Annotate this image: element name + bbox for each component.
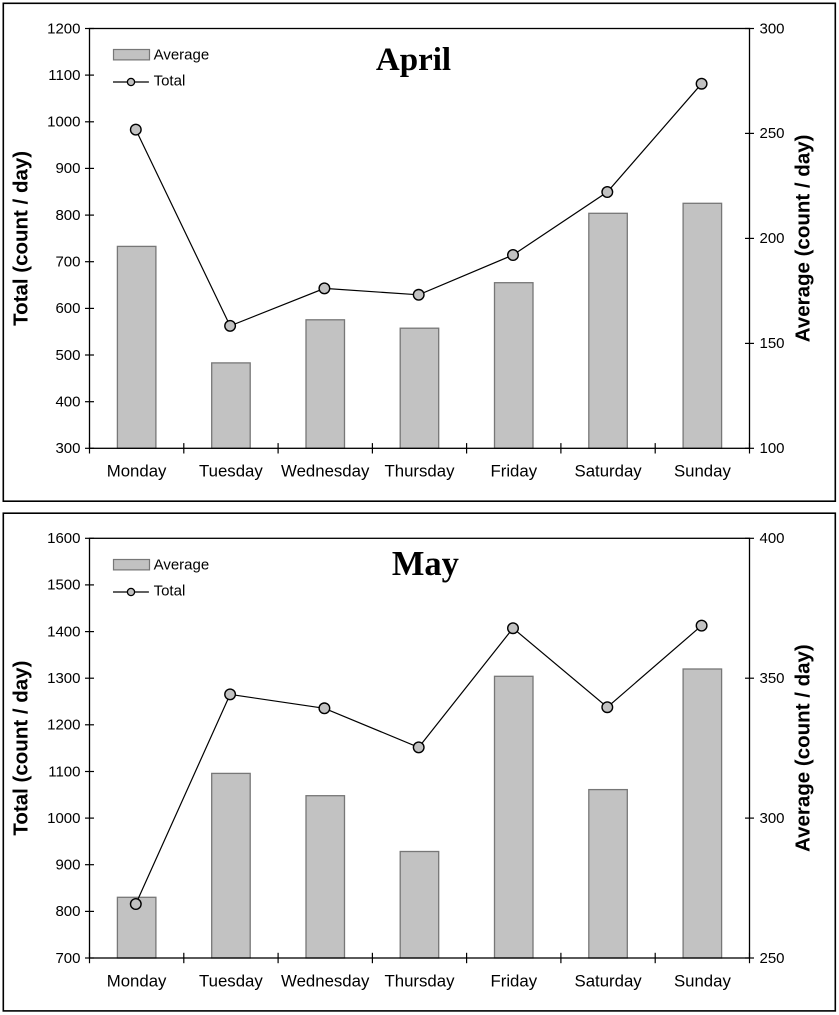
svg-text:100: 100 bbox=[760, 440, 785, 457]
svg-text:Monday: Monday bbox=[107, 972, 167, 991]
svg-text:800: 800 bbox=[55, 903, 80, 920]
svg-text:300: 300 bbox=[55, 440, 80, 457]
svg-text:Total (count / day): Total (count / day) bbox=[10, 151, 33, 326]
svg-text:Monday: Monday bbox=[107, 462, 167, 481]
svg-text:700: 700 bbox=[55, 950, 80, 967]
svg-text:900: 900 bbox=[55, 160, 80, 177]
svg-text:250: 250 bbox=[760, 125, 785, 142]
svg-text:1500: 1500 bbox=[47, 577, 80, 594]
svg-text:1000: 1000 bbox=[47, 114, 80, 131]
svg-text:Average (count / day): Average (count / day) bbox=[792, 644, 815, 852]
svg-text:Friday: Friday bbox=[490, 462, 537, 481]
svg-text:Thursday: Thursday bbox=[385, 972, 456, 991]
svg-text:1600: 1600 bbox=[47, 530, 80, 547]
svg-text:Saturday: Saturday bbox=[575, 462, 643, 481]
svg-text:350: 350 bbox=[760, 670, 785, 687]
svg-text:Sunday: Sunday bbox=[674, 972, 732, 991]
svg-text:300: 300 bbox=[760, 20, 785, 37]
svg-text:Average (count / day): Average (count / day) bbox=[792, 135, 815, 343]
svg-text:1200: 1200 bbox=[47, 20, 80, 37]
svg-text:1100: 1100 bbox=[48, 67, 80, 84]
svg-text:200: 200 bbox=[760, 230, 785, 247]
svg-text:Average: Average bbox=[154, 556, 210, 573]
svg-text:Total (count / day): Total (count / day) bbox=[10, 661, 33, 836]
svg-text:400: 400 bbox=[760, 530, 785, 547]
svg-text:Saturday: Saturday bbox=[575, 972, 643, 991]
svg-text:Friday: Friday bbox=[490, 972, 537, 991]
svg-text:Average: Average bbox=[154, 46, 210, 63]
svg-text:Total: Total bbox=[154, 73, 186, 90]
svg-text:1400: 1400 bbox=[47, 623, 80, 640]
svg-text:600: 600 bbox=[55, 300, 80, 317]
svg-text:250: 250 bbox=[760, 950, 785, 967]
svg-text:1000: 1000 bbox=[47, 810, 80, 827]
svg-text:800: 800 bbox=[55, 207, 80, 224]
svg-text:Tuesday: Tuesday bbox=[199, 462, 263, 481]
svg-text:500: 500 bbox=[55, 347, 80, 364]
svg-text:Wednesday: Wednesday bbox=[281, 462, 370, 481]
svg-text:700: 700 bbox=[55, 254, 80, 271]
svg-text:1200: 1200 bbox=[47, 717, 80, 734]
svg-text:150: 150 bbox=[760, 335, 785, 352]
svg-text:1300: 1300 bbox=[47, 670, 80, 687]
svg-text:Thursday: Thursday bbox=[385, 462, 456, 481]
svg-text:1100: 1100 bbox=[48, 763, 80, 780]
svg-text:Wednesday: Wednesday bbox=[281, 972, 370, 991]
svg-text:Tuesday: Tuesday bbox=[199, 972, 263, 991]
svg-text:April: April bbox=[376, 42, 451, 78]
svg-text:400: 400 bbox=[55, 394, 80, 411]
svg-text:May: May bbox=[392, 545, 459, 583]
svg-text:300: 300 bbox=[760, 810, 785, 827]
svg-text:Sunday: Sunday bbox=[674, 462, 732, 481]
svg-text:900: 900 bbox=[55, 857, 80, 874]
svg-text:Total: Total bbox=[154, 583, 186, 600]
